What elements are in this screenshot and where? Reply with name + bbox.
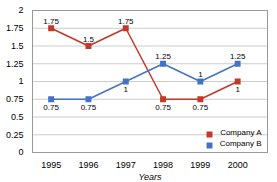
svg-text:1.75: 1.75 — [118, 17, 134, 26]
svg-text:Company B: Company B — [220, 139, 262, 148]
svg-text:Company A: Company A — [220, 128, 262, 137]
svg-text:1: 1 — [235, 85, 240, 94]
svg-text:0.75: 0.75 — [193, 103, 209, 112]
svg-text:0.5: 0.5 — [11, 112, 24, 122]
svg-text:1.25: 1.25 — [6, 59, 24, 69]
svg-text:1: 1 — [198, 70, 203, 79]
svg-text:0.75: 0.75 — [43, 103, 59, 112]
svg-text:2000: 2000 — [228, 160, 248, 170]
svg-text:1995: 1995 — [41, 160, 61, 170]
svg-text:1999: 1999 — [190, 160, 210, 170]
svg-text:Years: Years — [138, 172, 162, 182]
svg-text:1: 1 — [18, 76, 23, 86]
svg-text:0: 0 — [18, 147, 23, 157]
svg-text:1.25: 1.25 — [230, 52, 246, 61]
svg-text:1997: 1997 — [116, 160, 136, 170]
svg-text:0.25: 0.25 — [6, 130, 24, 140]
svg-text:1.5: 1.5 — [11, 41, 24, 51]
svg-text:1996: 1996 — [78, 160, 98, 170]
svg-text:0.75: 0.75 — [81, 103, 97, 112]
svg-text:0.75: 0.75 — [155, 103, 171, 112]
svg-text:1: 1 — [124, 85, 129, 94]
svg-text:2: 2 — [18, 5, 23, 15]
svg-text:1.75: 1.75 — [43, 17, 59, 26]
svg-text:1.5: 1.5 — [83, 35, 95, 44]
svg-text:1.75: 1.75 — [6, 23, 24, 33]
svg-text:0.75: 0.75 — [6, 94, 24, 104]
svg-text:1998: 1998 — [153, 160, 173, 170]
svg-text:1.25: 1.25 — [155, 52, 171, 61]
